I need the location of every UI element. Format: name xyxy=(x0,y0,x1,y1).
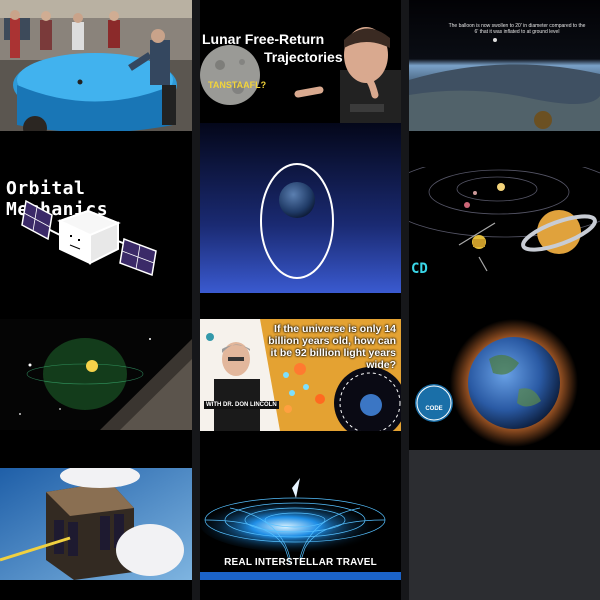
empty-grid-cell xyxy=(409,450,600,600)
host-label: WITH DR. DON LINCOLN xyxy=(204,401,279,409)
lunar-title-line1: Lunar Free-Return xyxy=(202,31,325,47)
thumbnail-space-debris[interactable]: CODE xyxy=(409,319,600,450)
code-badge: CODE xyxy=(425,406,443,412)
universe-illustration xyxy=(200,319,401,431)
wormhole-illustration xyxy=(200,468,401,580)
thumbnail-cubesat[interactable] xyxy=(0,468,192,580)
thumbnail-interstellar-travel[interactable]: REAL INTERSTELLAR TRAVEL xyxy=(200,468,401,580)
thumbnail-balloon-altitude[interactable]: The balloon is now swollen to 20' in dia… xyxy=(409,0,600,131)
thumbnail-elliptical-orbit[interactable] xyxy=(200,123,401,293)
lunar-title: Lunar Free-Return Trajectories xyxy=(202,30,401,66)
column-gutter xyxy=(192,0,200,600)
balloon-caption: The balloon is now swollen to 20' in dia… xyxy=(448,23,586,35)
code-text: CD xyxy=(411,261,428,277)
gravity-demo-image xyxy=(0,0,192,131)
cubesat-photo xyxy=(0,468,192,580)
lunar-art xyxy=(200,27,401,123)
orbit-illustration xyxy=(200,123,401,293)
moon-label: TANSTAAFL? xyxy=(208,80,267,90)
earth-debris-image xyxy=(415,319,578,447)
thumbnail-lunar-free-return[interactable]: Lunar Free-Return Trajectories TANSTAAFL… xyxy=(200,0,401,123)
balloon-earth-image xyxy=(409,0,600,131)
cubesat-illustration xyxy=(21,199,157,277)
thumbnail-galaxy[interactable] xyxy=(0,319,192,430)
thumbnail-universe-size[interactable]: If the universe is only 14 billion years… xyxy=(200,319,401,431)
thumbnail-orbital-mechanics[interactable]: Orbital Mechanics xyxy=(0,131,192,309)
lunar-title-line2: Trajectories xyxy=(264,49,343,65)
thumbnail-solar-system-probe[interactable]: CD xyxy=(409,167,600,281)
column-gutter xyxy=(401,0,409,600)
interstellar-caption: REAL INTERSTELLAR TRAVEL xyxy=(224,557,377,568)
galaxy-image xyxy=(19,338,192,430)
universe-question: If the universe is only 14 billion years… xyxy=(268,323,396,371)
thumbnail-gravity-demo[interactable] xyxy=(0,0,192,131)
solar-system-image xyxy=(409,167,600,272)
